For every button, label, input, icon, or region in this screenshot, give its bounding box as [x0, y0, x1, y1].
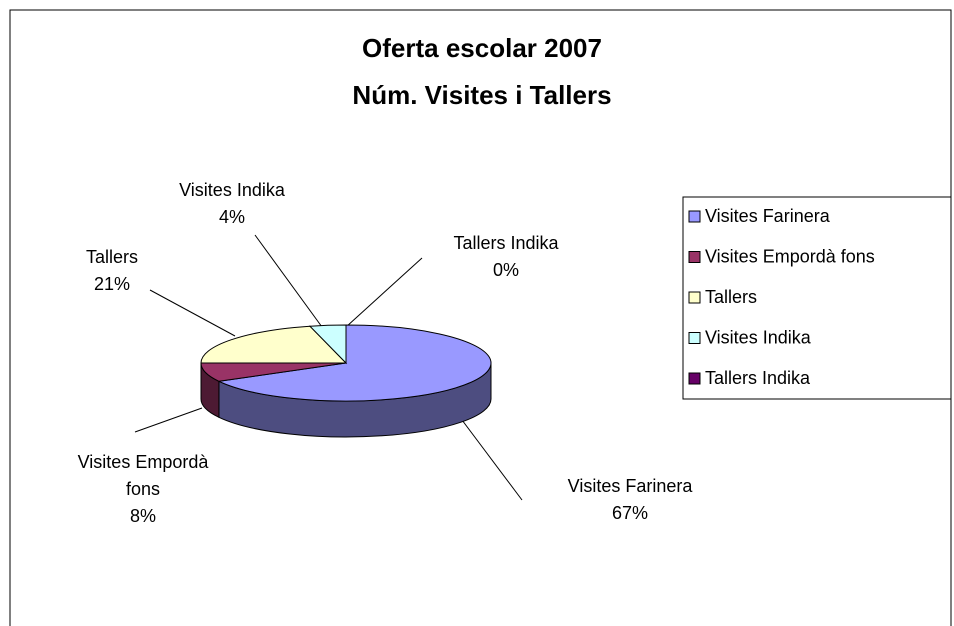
chart-title: Oferta escolar 2007: [362, 33, 602, 63]
legend-swatch: [688, 251, 701, 263]
data-label-text: 8%: [129, 506, 156, 526]
legend-label: Visites Farinera: [705, 206, 831, 226]
legend-swatch: [688, 332, 701, 344]
data-label: Tallers Indika 0%: [431, 230, 581, 284]
data-label-text: Tallers: [85, 247, 138, 267]
legend-box: [682, 196, 952, 400]
legend-swatch: [688, 372, 701, 385]
data-label: Visites Indika 4%: [157, 177, 307, 231]
pie-slice: [217, 324, 492, 402]
leader-line: [149, 289, 236, 337]
pie-slice: [200, 325, 348, 364]
leader-line: [254, 234, 323, 328]
legend-label: Visites Indika: [705, 327, 812, 347]
legend-label: Tallers: [705, 287, 757, 307]
data-label-text: 21%: [93, 274, 131, 294]
legend-label: Tallers Indika: [705, 368, 811, 388]
data-label: Visites Farinera 67%: [555, 473, 705, 527]
data-label-text: Visites Farinera: [567, 476, 693, 496]
leader-line: [134, 407, 203, 433]
data-label: Visites Empordà fons 8%: [73, 449, 213, 530]
data-label-text: Visites Indika: [179, 180, 285, 200]
leader-line: [461, 419, 523, 501]
data-label-text: 0%: [492, 260, 519, 280]
leader-lines: [134, 234, 523, 501]
legend-swatch: [688, 291, 701, 304]
data-label-text: Tallers Indika: [453, 233, 559, 253]
chart-title: Núm. Visites i Tallers: [352, 80, 611, 110]
legend-label: Visites Empordà fons: [705, 246, 875, 266]
data-label: Tallers 21%: [37, 244, 187, 298]
data-label-text: 4%: [218, 207, 245, 227]
legend-swatch: [688, 210, 701, 223]
data-label-text: 67%: [611, 503, 649, 523]
leader-line: [345, 257, 423, 328]
data-label-text: Visites Empordà fons: [77, 452, 209, 499]
